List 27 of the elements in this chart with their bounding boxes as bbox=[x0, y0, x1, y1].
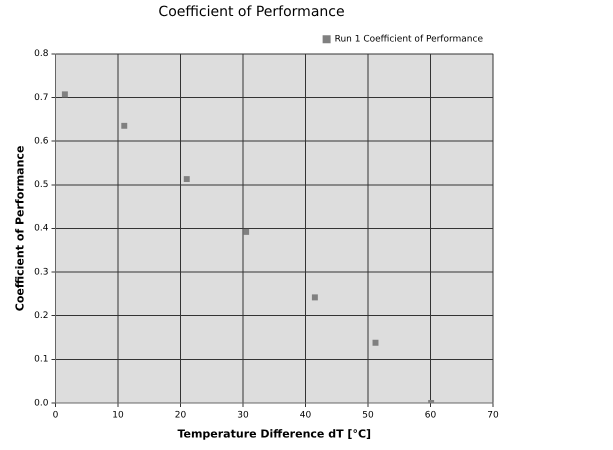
y-tick-label: 0.5 bbox=[34, 180, 49, 190]
point bbox=[184, 176, 190, 182]
point bbox=[243, 228, 250, 235]
y-axis-title: Coefficient of Performance bbox=[13, 146, 26, 312]
x-tick-label: 40 bbox=[300, 410, 312, 421]
chart-title: Coefficient of Performance bbox=[158, 4, 345, 20]
y-tick-label: 0.8 bbox=[34, 49, 49, 60]
x-tick-label: 60 bbox=[424, 410, 436, 421]
point bbox=[312, 294, 318, 300]
x-tick-label: 0 bbox=[52, 410, 59, 421]
y-tick-label: 0.2 bbox=[34, 311, 49, 322]
x-tick-label: 10 bbox=[112, 410, 124, 421]
y-tick-label: 0.3 bbox=[34, 267, 49, 278]
point bbox=[62, 91, 68, 98]
y-tick-label: 0.6 bbox=[34, 136, 49, 146]
point bbox=[372, 340, 378, 346]
y-tick-label: 0.0 bbox=[34, 398, 49, 408]
legend-label: Run 1 Coefficient of Performance bbox=[334, 34, 484, 45]
y-tick-label: 0.7 bbox=[34, 92, 49, 103]
y-tick-label: 0.1 bbox=[34, 354, 49, 365]
x-tick-label: 70 bbox=[487, 410, 499, 421]
x-tick-label: 50 bbox=[362, 410, 374, 421]
x-tick-label: 20 bbox=[174, 410, 187, 421]
point bbox=[121, 122, 128, 129]
y-tick-label: 0.4 bbox=[34, 224, 49, 234]
x-axis-title: Temperature Difference dT [°C] bbox=[177, 427, 372, 440]
x-tick-label: 30 bbox=[237, 410, 250, 421]
